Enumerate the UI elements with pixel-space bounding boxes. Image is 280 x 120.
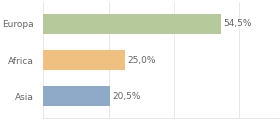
Text: 20,5%: 20,5%: [113, 92, 141, 101]
Bar: [43, 86, 110, 106]
Text: 25,0%: 25,0%: [127, 55, 156, 65]
Bar: [43, 14, 221, 34]
Bar: [43, 50, 125, 70]
Text: 54,5%: 54,5%: [223, 19, 252, 28]
